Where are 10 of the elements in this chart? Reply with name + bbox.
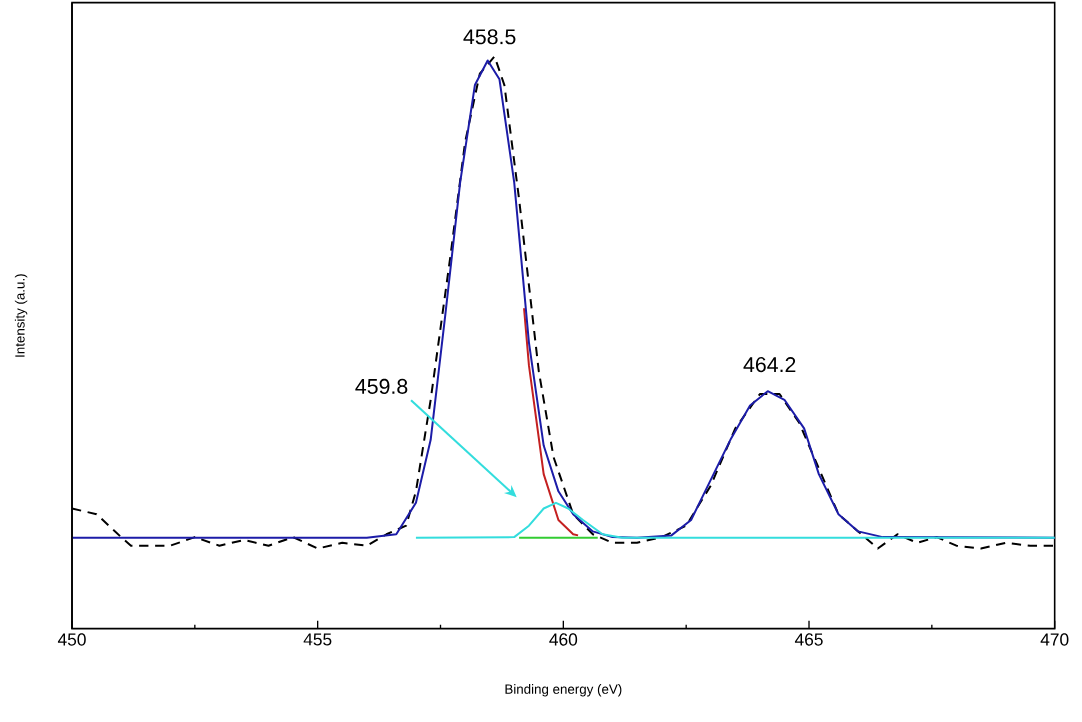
x-tick-label: 465	[794, 633, 823, 646]
x-tick-label: 450	[57, 633, 86, 646]
annotation: 464.2	[743, 357, 796, 373]
annotation: 459.8	[355, 378, 408, 394]
annotation: 458.5	[463, 29, 516, 45]
x-tick-label: 460	[549, 633, 578, 646]
x-axis-title: Binding energy (eV)	[505, 684, 622, 697]
x-tick-label: 455	[303, 633, 332, 646]
y-axis-title: Intensity (a.u.)	[14, 274, 28, 357]
x-tick-label: 470	[1040, 633, 1069, 646]
